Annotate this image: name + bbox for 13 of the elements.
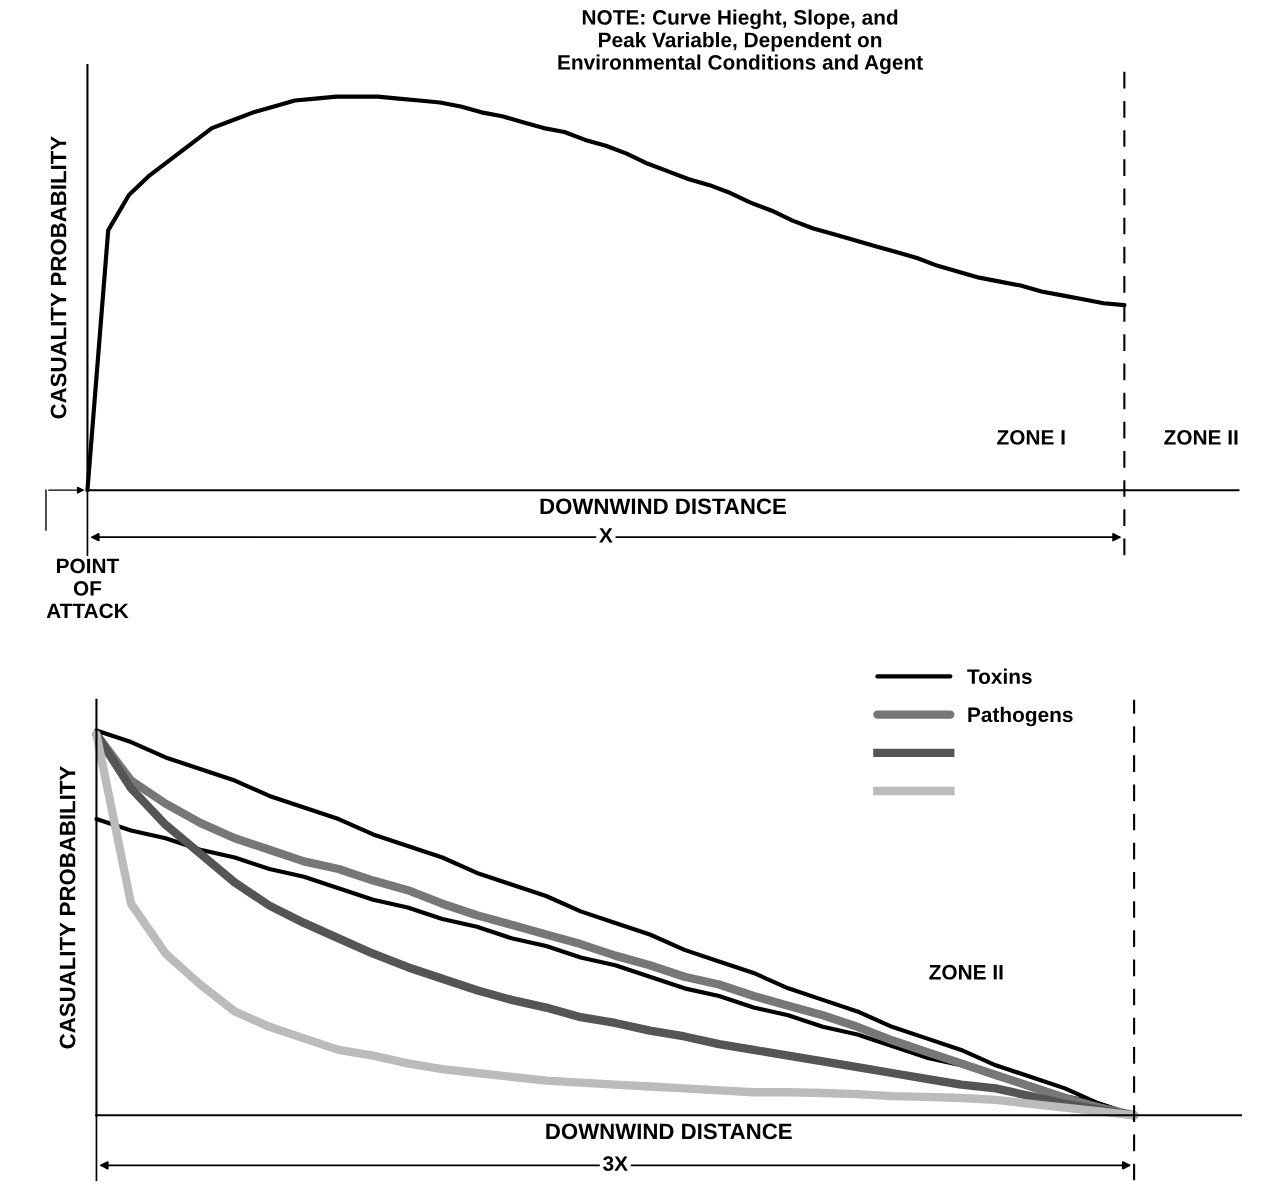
text: X <box>599 528 613 543</box>
x-axis-title: DOWNWIND DISTANCE <box>540 498 786 515</box>
y-axis-title: CASUALITY PROBABILITY <box>59 766 76 1049</box>
text: NOTE: Curve Hieght, Slope, and Peak Variable, Dependent on Environmental Conditions and Agent <box>558 9 923 74</box>
y-axis-title: CASUALITY PROBABILITY <box>50 136 67 419</box>
legend-label: Toxins <box>967 668 1032 684</box>
text: POINT OF ATTACK <box>46 558 129 619</box>
annotation: ZONE I <box>997 430 1065 445</box>
annotation: ZONE II <box>929 964 1003 980</box>
legend-label: Pathogens <box>968 706 1073 727</box>
x-axis-title: DOWNWIND DISTANCE <box>546 1123 792 1140</box>
text: ZONE II <box>1164 430 1238 445</box>
text: 3X <box>603 1156 628 1171</box>
